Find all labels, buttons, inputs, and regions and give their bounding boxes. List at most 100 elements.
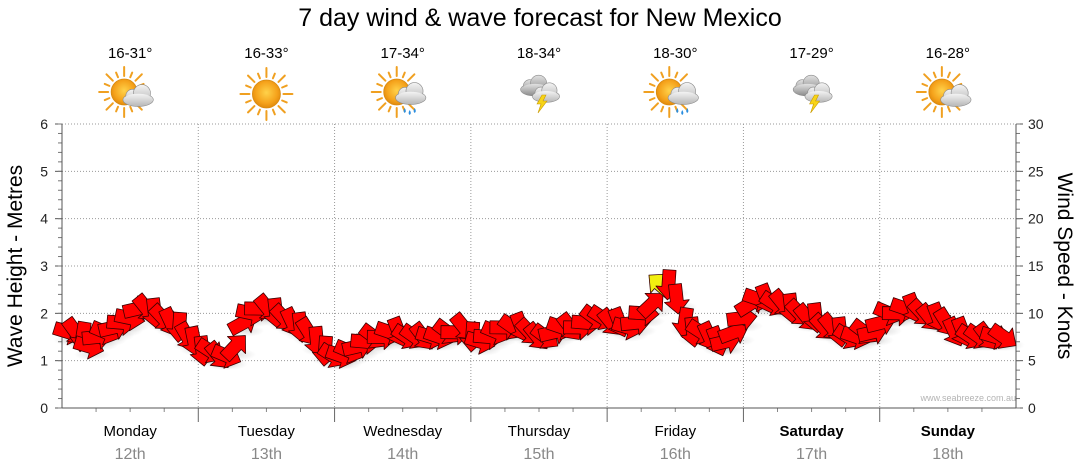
sun-ray bbox=[281, 99, 288, 104]
day-temperature: 18-34° bbox=[517, 45, 561, 62]
day-date-label: 17th bbox=[796, 446, 827, 463]
day-date-label: 14th bbox=[387, 446, 418, 463]
day-temperature: 18-30° bbox=[653, 45, 697, 62]
sun-ray bbox=[281, 84, 288, 89]
sun-ray bbox=[245, 99, 252, 104]
left-tick-label: 3 bbox=[40, 258, 48, 274]
right-tick-label: 30 bbox=[1028, 116, 1044, 132]
rain-drop bbox=[408, 110, 411, 115]
day-temperature: 16-28° bbox=[926, 45, 970, 62]
sun-ray bbox=[378, 102, 387, 111]
sun-ray bbox=[407, 73, 416, 82]
sun-ray bbox=[946, 105, 951, 113]
credit-text: www.seabreeze.com.au bbox=[919, 393, 1016, 403]
weather-icons bbox=[98, 66, 972, 121]
sun-ray bbox=[923, 102, 932, 111]
wind-arrows bbox=[52, 269, 1017, 369]
cloud bbox=[667, 82, 699, 105]
sun-ray bbox=[650, 73, 659, 82]
right-tick-label: 20 bbox=[1028, 211, 1044, 227]
sun-ray bbox=[105, 73, 114, 82]
sun-ray bbox=[115, 71, 120, 79]
wind-arrow bbox=[219, 335, 246, 363]
sun-cloud-rain-icon bbox=[370, 66, 427, 118]
sun-ray bbox=[105, 102, 114, 111]
sun-ray bbox=[376, 97, 383, 102]
left-tick-label: 2 bbox=[40, 305, 48, 321]
sun-ray bbox=[648, 82, 656, 87]
sun-ray bbox=[387, 71, 392, 79]
left-axis-title: Wave Height - Metres bbox=[4, 165, 27, 367]
sun-ray bbox=[387, 105, 392, 113]
sun-ray bbox=[376, 82, 383, 87]
sun-ray bbox=[921, 82, 929, 87]
right-tick-label: 5 bbox=[1028, 353, 1036, 369]
sun-ray bbox=[277, 74, 286, 83]
sun-disc bbox=[252, 79, 281, 109]
day-temperature: 17-34° bbox=[381, 45, 425, 62]
sun-cloud-rain-icon bbox=[643, 66, 699, 118]
sun-ray bbox=[129, 105, 134, 113]
sun-ray bbox=[932, 71, 937, 79]
sun-cloud-icon bbox=[915, 66, 972, 118]
right-tick-label: 0 bbox=[1028, 400, 1036, 416]
day-date-label: 13th bbox=[251, 446, 282, 463]
right-tick-label: 25 bbox=[1028, 163, 1044, 179]
wind-arrow bbox=[987, 322, 1017, 349]
sun-ray bbox=[679, 73, 688, 82]
sun-ray bbox=[247, 105, 256, 114]
sun-ray bbox=[245, 84, 252, 89]
sun-ray bbox=[921, 97, 929, 102]
sun-ray bbox=[103, 97, 111, 102]
day-date-label: 16th bbox=[660, 446, 691, 463]
sun-ray bbox=[257, 72, 261, 80]
day-temperature: 16-31° bbox=[108, 45, 152, 62]
sun-ray bbox=[674, 71, 679, 79]
day-name-label: Monday bbox=[103, 423, 157, 440]
sun-icon bbox=[239, 67, 294, 121]
lightning-bolt bbox=[536, 94, 548, 114]
sun-ray bbox=[932, 105, 937, 113]
labels: 0 1 2 3 4 5 6 0 5 10 15 20 25 30 Monday 12th 16-31° Tuesd… bbox=[40, 45, 1044, 463]
day-date-label: 15th bbox=[523, 446, 554, 463]
chart-title: 7 day wind & wave forecast for New Mexic… bbox=[298, 4, 782, 32]
left-tick-label: 6 bbox=[40, 116, 48, 132]
day-date-label: 12th bbox=[115, 446, 146, 463]
sun-ray bbox=[129, 71, 134, 79]
sun-ray bbox=[923, 73, 932, 82]
sun-cloud-icon bbox=[98, 66, 154, 118]
rain-drop bbox=[413, 108, 416, 113]
sun-ray bbox=[271, 72, 276, 80]
right-tick-label: 10 bbox=[1028, 305, 1044, 321]
right-axis-title: Wind Speed - Knots bbox=[1053, 173, 1076, 360]
day-name-label: Tuesday bbox=[238, 423, 295, 440]
lightning-bolt bbox=[809, 94, 821, 114]
sun-ray bbox=[650, 102, 659, 111]
wind-arrow bbox=[636, 293, 664, 320]
day-name-label: Thursday bbox=[508, 423, 571, 440]
sun-ray bbox=[946, 71, 951, 79]
sun-ray bbox=[648, 97, 656, 102]
sun-ray bbox=[271, 108, 276, 116]
day-name-label: Saturday bbox=[779, 423, 844, 440]
left-tick-label: 1 bbox=[40, 353, 48, 369]
cloud bbox=[940, 84, 972, 107]
day-date-label: 18th bbox=[932, 446, 963, 463]
day-temperature: 16-33° bbox=[244, 45, 288, 62]
sun-ray bbox=[134, 73, 143, 82]
cloud bbox=[792, 74, 823, 97]
day-name-label: Sunday bbox=[921, 423, 976, 440]
sun-ray bbox=[660, 105, 665, 113]
rain-drop bbox=[403, 108, 406, 113]
left-tick-label: 0 bbox=[40, 400, 48, 416]
sun-ray bbox=[103, 82, 111, 87]
rain-drop bbox=[686, 108, 689, 113]
axes bbox=[55, 123, 1023, 422]
rain-drop bbox=[676, 108, 679, 113]
wind-arrow bbox=[664, 283, 690, 315]
sun-ray bbox=[277, 105, 286, 114]
sun-ray bbox=[401, 71, 406, 79]
sun-ray bbox=[257, 108, 261, 116]
cloud-lightning-icon bbox=[792, 74, 833, 114]
